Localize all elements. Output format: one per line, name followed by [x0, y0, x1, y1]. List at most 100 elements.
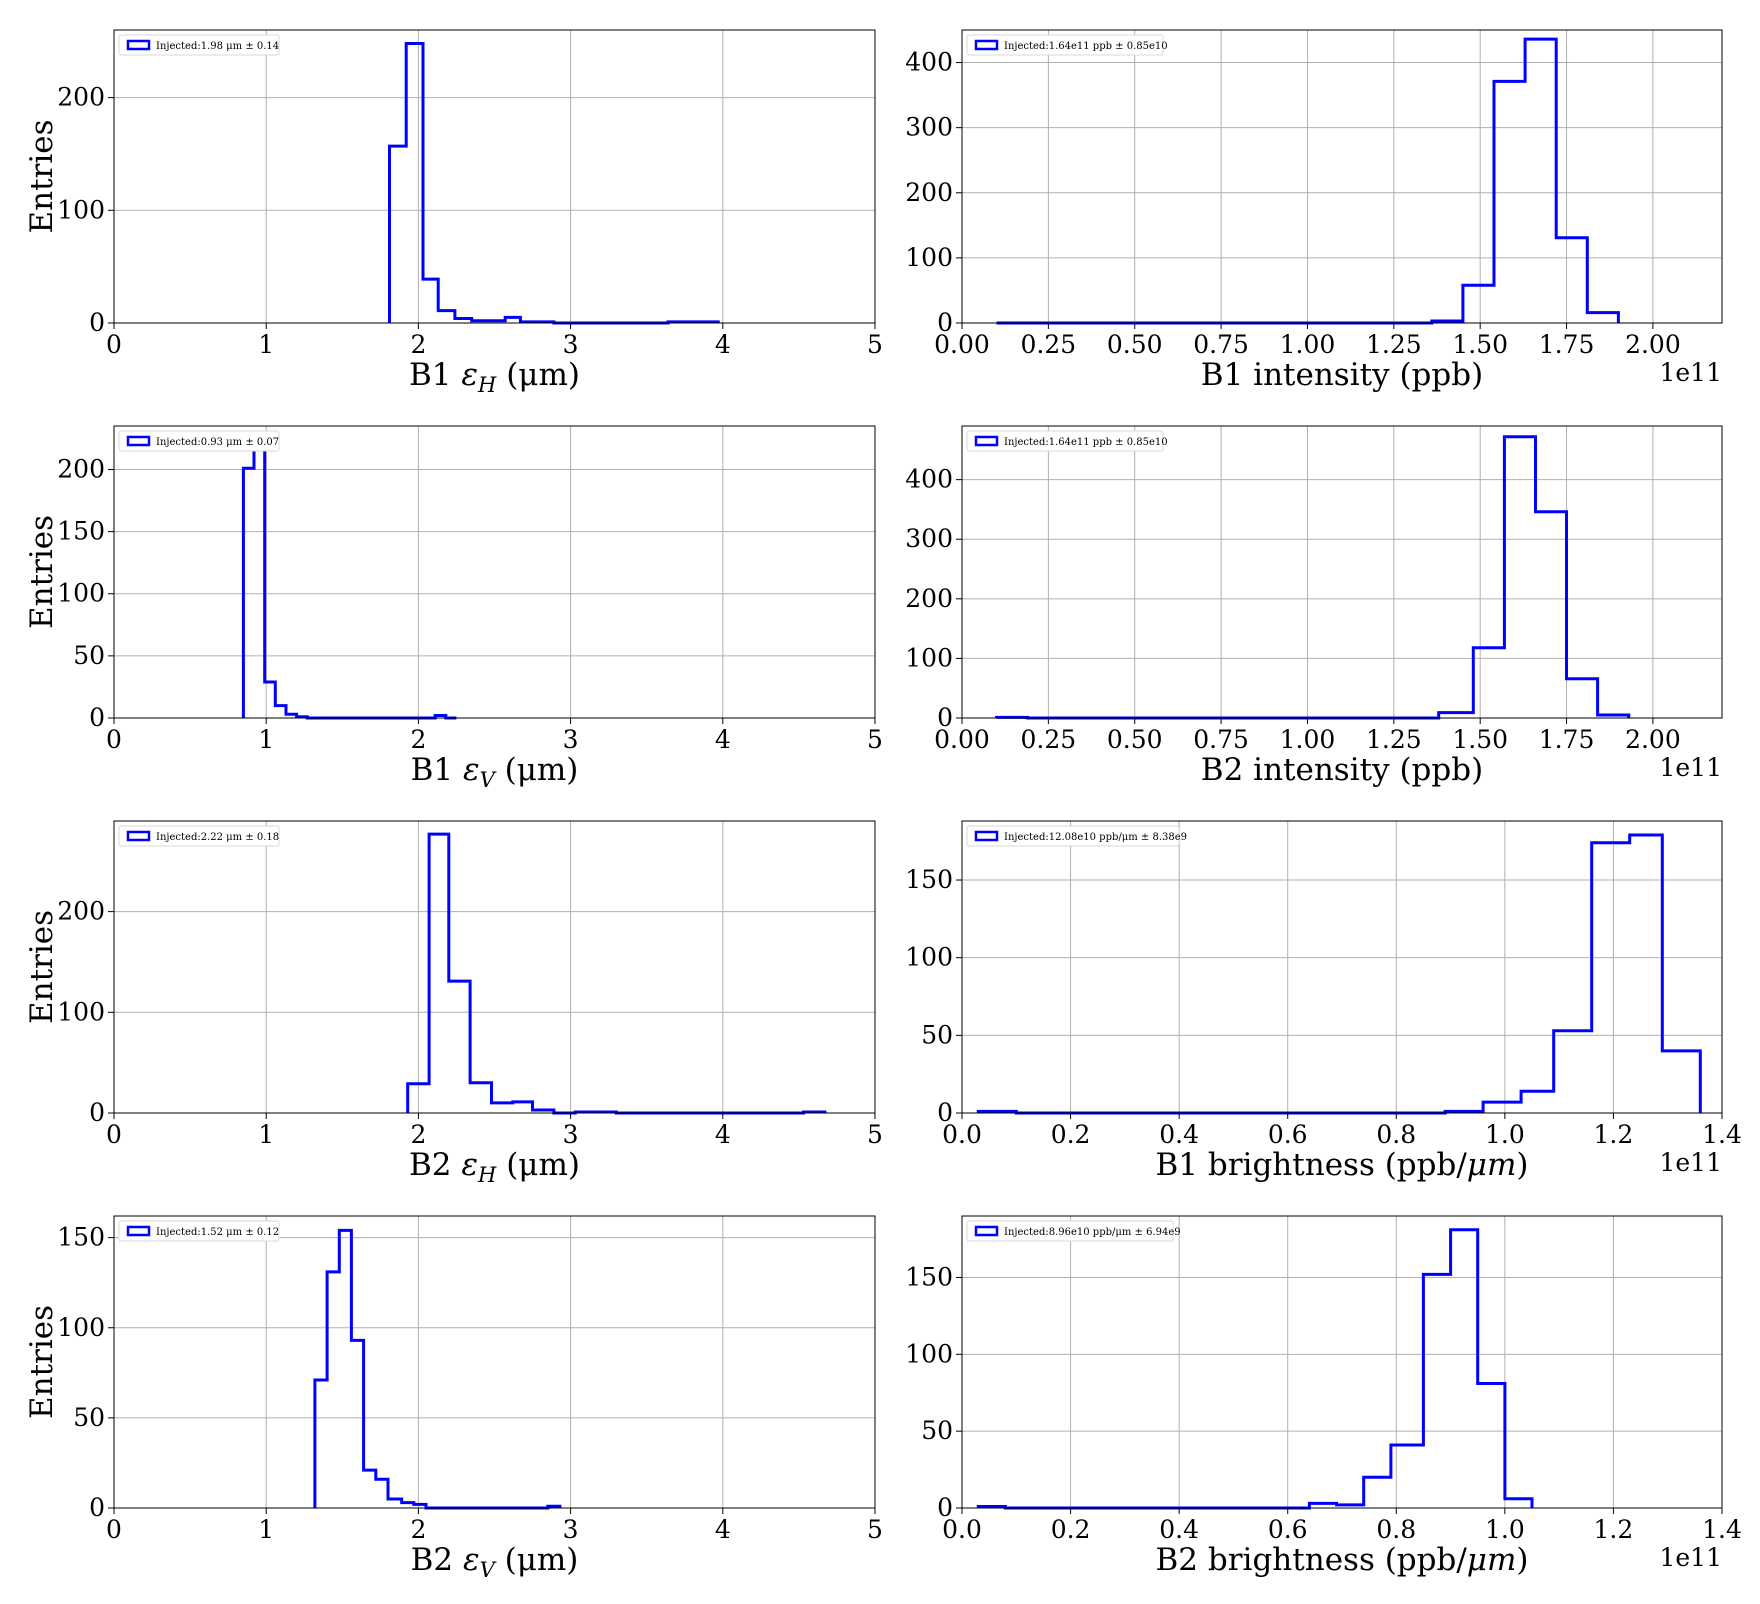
y-tick-label: 50 [921, 1020, 953, 1049]
legend-swatch [126, 1225, 151, 1237]
legend-box [966, 825, 1180, 847]
x-tick-label: 2.00 [1625, 330, 1681, 359]
legend-box [966, 1220, 1174, 1242]
x-tick-label: 0 [106, 1515, 122, 1544]
axis-offset-text: 1e11 [1659, 1148, 1722, 1177]
legend-box [118, 430, 280, 452]
y-tick-label: 0 [937, 1098, 953, 1127]
x-axis-label-symbol: ε [463, 1542, 480, 1578]
x-tick-label: 4 [715, 1120, 731, 1149]
x-tick-label: 2 [410, 725, 426, 754]
y-tick-label: 100 [57, 997, 105, 1026]
x-tick-label: 2 [410, 1120, 426, 1149]
x-axis-label-symbol: ε [461, 1147, 478, 1183]
y-tick-label: 400 [905, 48, 953, 77]
x-tick-label: 1.0 [1485, 1515, 1525, 1544]
x-tick-label: 3 [563, 725, 579, 754]
x-tick-label: 1.75 [1539, 725, 1595, 754]
plot-area [114, 821, 875, 1113]
x-axis-label-text: B1 [409, 357, 461, 393]
legend-swatch [126, 435, 151, 447]
y-tick-label: 150 [57, 1223, 105, 1252]
x-tick-label: 0.8 [1376, 1120, 1416, 1149]
y-tick-label: 50 [73, 1403, 105, 1432]
y-tick-label: 100 [905, 643, 953, 672]
y-tick-label: 0 [937, 308, 953, 337]
x-tick-label: 0.2 [1051, 1515, 1091, 1544]
x-tick-label: 0.00 [934, 330, 990, 359]
x-tick-label: 0.00 [934, 725, 990, 754]
y-tick-label: 200 [905, 584, 953, 613]
panel-6: 0.0 0.2 0.4 0.6 0.8 1.0 1.2 1.4 0 50 100 150 B1 brig… [905, 820, 1742, 1183]
x-axis-label-text: B2 brightness (ppb/ [1156, 1542, 1468, 1578]
x-axis-label: B1 εH (μm) [409, 357, 580, 397]
x-tick-label: 1.4 [1702, 1515, 1742, 1544]
y-tick-label: 0 [89, 308, 105, 337]
legend-box [966, 430, 1164, 452]
x-tick-label: 3 [563, 1120, 579, 1149]
x-tick-label: 3 [563, 1515, 579, 1544]
axes-frame [961, 425, 1723, 719]
x-tick-label: 5 [867, 725, 883, 754]
y-tick-label: 0 [89, 1098, 105, 1127]
x-tick-label: 1.25 [1366, 330, 1422, 359]
legend-swatch [974, 1225, 999, 1237]
x-axis-label-subscript: H [477, 1163, 497, 1187]
x-tick-label: 1.50 [1452, 330, 1508, 359]
x-tick-label: 1.2 [1594, 1515, 1634, 1544]
x-axis-label-unit: ) [1516, 1542, 1528, 1578]
x-tick-label: 0.50 [1107, 330, 1163, 359]
plot-area [962, 821, 1722, 1113]
y-tick-label: 100 [905, 243, 953, 272]
x-tick-label: 5 [867, 1120, 883, 1149]
legend-label: Injected:1.64e11 ppb ± 0.85e10 [1004, 41, 1168, 52]
axes-frame [961, 1215, 1723, 1509]
x-tick-label: 0.8 [1376, 1515, 1416, 1544]
y-tick-label: 0 [937, 1493, 953, 1522]
axes-frame [113, 820, 876, 1114]
x-axis-label-text: B1 intensity (ppb) [1201, 357, 1483, 393]
legend-label: Injected:1.52 μm ± 0.12 [156, 1227, 279, 1238]
axis-offset-text: 1e11 [1659, 1543, 1722, 1572]
y-tick-label: 150 [57, 517, 105, 546]
axes-frame [961, 820, 1723, 1114]
x-tick-label: 1 [258, 1515, 274, 1544]
y-tick-label: 400 [905, 465, 953, 494]
x-tick-label: 0.50 [1107, 725, 1163, 754]
x-axis-label-symbol: ε [463, 752, 480, 788]
x-tick-label: 5 [867, 1515, 883, 1544]
y-axis-label: Entries [24, 1305, 60, 1419]
plot-area [114, 30, 875, 323]
x-tick-label: 4 [715, 725, 731, 754]
x-tick-label: 1.00 [1280, 725, 1336, 754]
legend-swatch [974, 39, 999, 51]
x-tick-label: 1.50 [1452, 725, 1508, 754]
x-tick-label: 2.00 [1625, 725, 1681, 754]
x-tick-label: 1.25 [1366, 725, 1422, 754]
x-tick-label: 0.25 [1021, 725, 1077, 754]
x-axis-label-subscript: V [480, 768, 497, 792]
x-axis-label: B2 εV (μm) [411, 1542, 579, 1582]
x-tick-label: 2 [410, 330, 426, 359]
x-tick-label: 0.0 [942, 1515, 982, 1544]
legend-label: Injected:1.64e11 ppb ± 0.85e10 [1004, 437, 1168, 448]
axes-frame [113, 29, 876, 324]
x-tick-label: 4 [715, 330, 731, 359]
x-axis-label-unit: ) [1516, 1147, 1528, 1183]
x-axis-label-symbol: ε [461, 357, 478, 393]
x-tick-label: 1.0 [1485, 1120, 1525, 1149]
legend-swatch [126, 39, 151, 51]
axes-frame [961, 29, 1723, 324]
x-tick-label: 0.6 [1268, 1515, 1308, 1544]
x-axis-label-symbol: μm [1467, 1542, 1517, 1578]
x-axis-label: B1 brightness (ppb/μm) [1156, 1147, 1529, 1183]
x-tick-label: 0.0 [942, 1120, 982, 1149]
x-axis-label-symbol: μm [1467, 1147, 1517, 1183]
legend-label: Injected:1.98 μm ± 0.14 [156, 41, 279, 52]
y-tick-label: 300 [905, 113, 953, 142]
x-tick-label: 0.4 [1159, 1120, 1199, 1149]
legend-swatch [974, 830, 999, 842]
x-tick-label: 1 [258, 1120, 274, 1149]
